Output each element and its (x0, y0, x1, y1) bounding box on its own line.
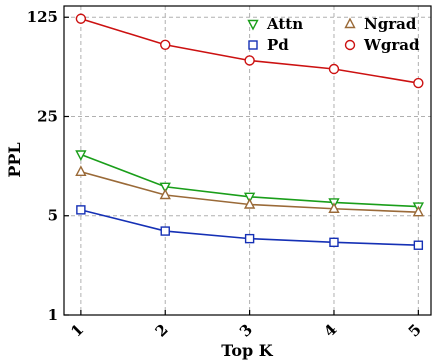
x-tick-label: 4 (320, 320, 340, 340)
data-point-wgrad (160, 39, 171, 50)
x-tick-label: 1 (67, 320, 87, 340)
x-tick-label: 2 (152, 320, 172, 340)
data-point-wgrad (413, 77, 424, 89)
data-point-wgrad (328, 63, 340, 75)
data-point-wgrad (244, 55, 255, 66)
legend-label-wgrad: Wgrad (363, 36, 420, 54)
y-tick-label: 25 (37, 107, 58, 125)
y-tick-label: 125 (27, 8, 58, 26)
data-point-wgrad (75, 13, 87, 24)
y-tick-label: 1 (48, 306, 58, 324)
data-point-ngrad (243, 198, 256, 209)
data-point-attn (243, 192, 256, 204)
data-point-ngrad (75, 165, 87, 176)
data-point-ngrad (159, 188, 171, 200)
x-axis-title: Top K (221, 341, 274, 360)
gridlines (64, 6, 431, 315)
legend-marker-pd (248, 40, 258, 50)
legend-label-ngrad: Ngrad (364, 15, 417, 33)
legend-label-attn: Attn (266, 15, 303, 33)
plot-frame (63, 5, 432, 316)
data-point-ngrad (412, 205, 425, 217)
data-point-pd (329, 237, 339, 248)
y-tick-label: 5 (48, 207, 58, 225)
legend: Attn Ngrad Pd Wgrad (247, 15, 420, 54)
series-wgrad (75, 13, 424, 89)
data-point-pd (413, 240, 424, 250)
legend-marker-attn (247, 19, 259, 31)
legend-label-pd: Pd (267, 36, 289, 54)
series-layer (75, 13, 425, 250)
y-axis-title: PPL (5, 142, 24, 177)
x-tick-label: 5 (405, 320, 425, 340)
data-point-ngrad (328, 202, 340, 213)
data-point-attn (159, 182, 171, 194)
legend-marker-ngrad (344, 17, 356, 29)
series-ngrad (75, 165, 425, 217)
series-pd (76, 205, 424, 250)
data-point-pd (160, 226, 170, 236)
data-point-attn (75, 150, 87, 161)
data-point-pd (76, 205, 86, 215)
data-point-pd (244, 233, 255, 244)
x-tick-label: 3 (236, 320, 256, 340)
legend-marker-wgrad (344, 39, 356, 51)
